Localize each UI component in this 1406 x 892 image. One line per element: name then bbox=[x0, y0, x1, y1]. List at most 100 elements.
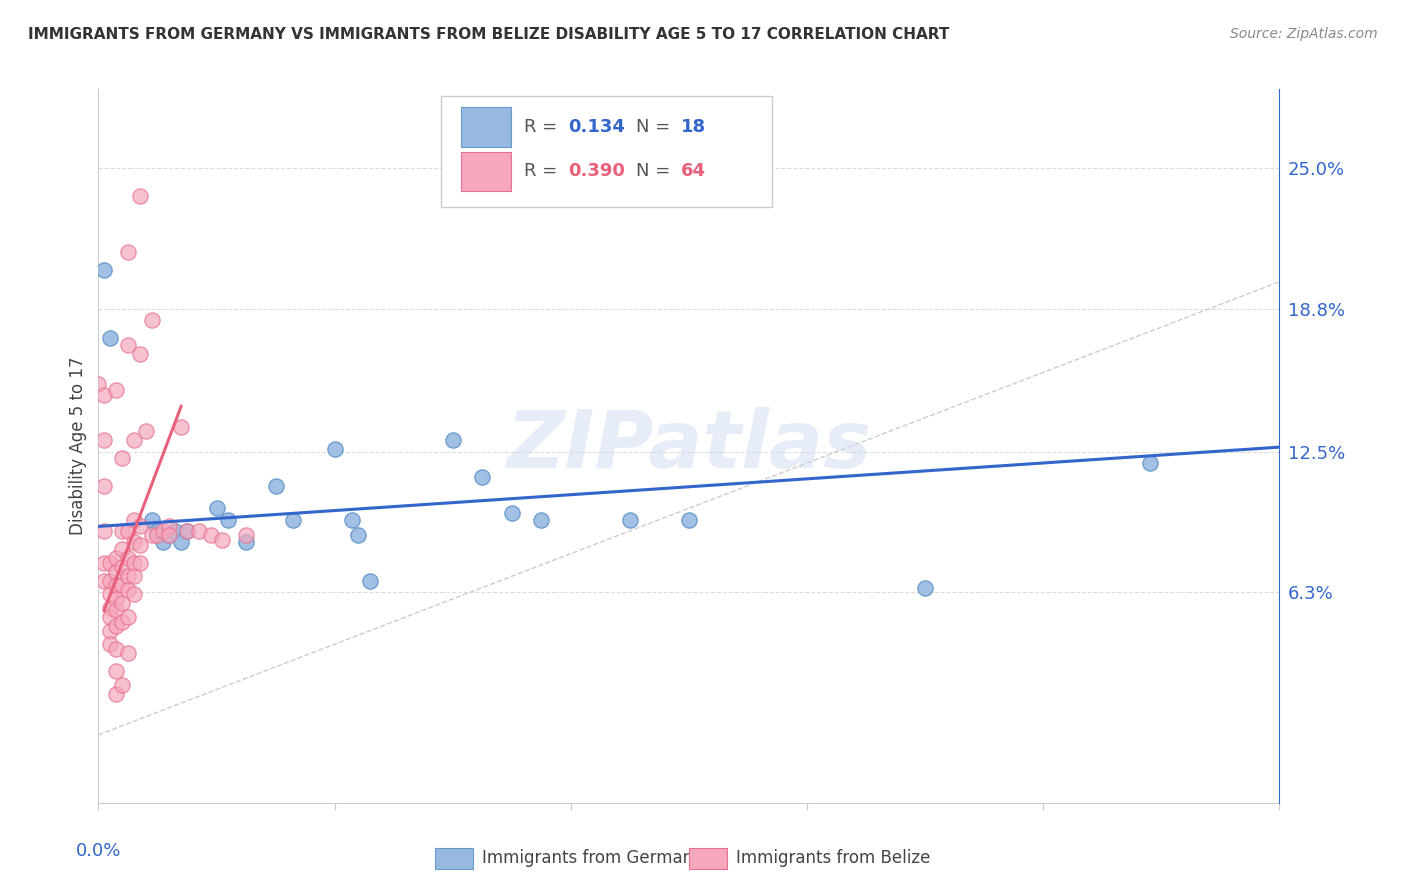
Point bbox=[141, 513, 163, 527]
Point bbox=[235, 528, 257, 542]
Text: N =: N = bbox=[636, 162, 676, 180]
Point bbox=[111, 578, 134, 592]
Point bbox=[128, 519, 150, 533]
Point bbox=[105, 384, 128, 398]
Point bbox=[128, 556, 150, 570]
Point bbox=[98, 610, 121, 624]
Point bbox=[128, 537, 150, 551]
Point bbox=[283, 513, 305, 527]
Point bbox=[135, 424, 157, 438]
Point bbox=[347, 528, 370, 542]
Point bbox=[128, 347, 150, 361]
Point bbox=[170, 535, 193, 549]
Point bbox=[122, 535, 145, 549]
Point bbox=[914, 581, 936, 595]
Text: 0.390: 0.390 bbox=[568, 162, 626, 180]
Text: 0.134: 0.134 bbox=[568, 118, 626, 136]
Text: ZIPatlas: ZIPatlas bbox=[506, 407, 872, 485]
Point bbox=[165, 524, 187, 538]
Point bbox=[152, 535, 174, 549]
Text: 0.0%: 0.0% bbox=[76, 842, 121, 860]
Point bbox=[117, 569, 139, 583]
Point bbox=[122, 556, 145, 570]
Point bbox=[105, 578, 128, 592]
Point bbox=[117, 646, 139, 660]
Point bbox=[323, 442, 346, 457]
FancyBboxPatch shape bbox=[434, 847, 472, 869]
Point bbox=[117, 245, 139, 260]
Point bbox=[359, 574, 381, 588]
Point bbox=[117, 524, 139, 538]
Point bbox=[146, 524, 169, 538]
Point bbox=[1139, 456, 1161, 470]
Point bbox=[211, 533, 233, 547]
FancyBboxPatch shape bbox=[689, 847, 727, 869]
Point bbox=[170, 419, 193, 434]
Text: 18: 18 bbox=[681, 118, 706, 136]
Point bbox=[105, 591, 128, 606]
Point bbox=[105, 565, 128, 579]
Point bbox=[98, 574, 121, 588]
Point bbox=[128, 188, 150, 202]
Point bbox=[501, 506, 523, 520]
Text: 64: 64 bbox=[681, 162, 706, 180]
Point bbox=[619, 513, 641, 527]
FancyBboxPatch shape bbox=[441, 96, 772, 207]
Point bbox=[105, 619, 128, 633]
Point bbox=[187, 524, 209, 538]
Point bbox=[111, 451, 134, 466]
Point bbox=[141, 313, 163, 327]
Point bbox=[678, 513, 700, 527]
Text: Immigrants from Belize: Immigrants from Belize bbox=[737, 849, 931, 867]
Point bbox=[176, 524, 198, 538]
Point bbox=[93, 434, 115, 448]
FancyBboxPatch shape bbox=[461, 107, 510, 146]
Point bbox=[217, 513, 239, 527]
Y-axis label: Disability Age 5 to 17: Disability Age 5 to 17 bbox=[69, 357, 87, 535]
Point bbox=[122, 434, 145, 448]
Point bbox=[98, 624, 121, 638]
Point bbox=[235, 535, 257, 549]
Point bbox=[141, 528, 163, 542]
Point bbox=[93, 478, 115, 492]
Point bbox=[105, 665, 128, 679]
Point bbox=[105, 603, 128, 617]
Point bbox=[122, 587, 145, 601]
FancyBboxPatch shape bbox=[461, 152, 510, 191]
Point bbox=[98, 331, 121, 345]
Point bbox=[200, 528, 222, 542]
Point bbox=[105, 551, 128, 566]
Point bbox=[111, 560, 134, 574]
Text: Source: ZipAtlas.com: Source: ZipAtlas.com bbox=[1230, 27, 1378, 41]
Point bbox=[111, 597, 134, 611]
Point bbox=[93, 263, 115, 277]
Point bbox=[105, 687, 128, 701]
Point bbox=[157, 528, 180, 542]
Point bbox=[471, 469, 494, 483]
Point bbox=[152, 524, 174, 538]
Point bbox=[441, 434, 464, 448]
Point bbox=[93, 556, 115, 570]
Text: R =: R = bbox=[523, 118, 562, 136]
Point bbox=[122, 513, 145, 527]
Point bbox=[146, 528, 169, 542]
Point bbox=[105, 641, 128, 656]
Point bbox=[157, 519, 180, 533]
Text: Immigrants from Germany: Immigrants from Germany bbox=[482, 849, 703, 867]
Point bbox=[176, 524, 198, 538]
Point bbox=[98, 637, 121, 651]
Text: IMMIGRANTS FROM GERMANY VS IMMIGRANTS FROM BELIZE DISABILITY AGE 5 TO 17 CORRELA: IMMIGRANTS FROM GERMANY VS IMMIGRANTS FR… bbox=[28, 27, 949, 42]
Point bbox=[93, 574, 115, 588]
Point bbox=[98, 556, 121, 570]
Point bbox=[122, 569, 145, 583]
Point bbox=[342, 513, 364, 527]
Point bbox=[111, 524, 134, 538]
Point bbox=[264, 478, 287, 492]
Point bbox=[98, 601, 121, 615]
Point bbox=[530, 513, 553, 527]
Point bbox=[93, 388, 115, 402]
Point bbox=[157, 528, 180, 542]
Point bbox=[205, 501, 228, 516]
Text: N =: N = bbox=[636, 118, 676, 136]
Point bbox=[111, 542, 134, 557]
